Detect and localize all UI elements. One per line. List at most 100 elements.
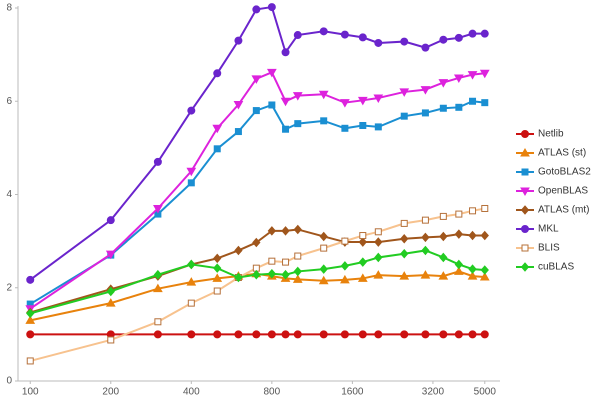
data-point [468,330,477,339]
data-point [281,48,290,57]
legend-label: BLIS [538,243,560,254]
data-point [26,275,35,284]
data-point [282,258,290,266]
legend-marker [521,168,529,176]
legend-marker [520,147,530,157]
data-point [439,252,448,263]
data-point [454,229,464,239]
data-point [438,271,449,280]
data-point [252,269,261,280]
data-point [468,230,477,241]
data-point [454,330,463,339]
data-point [280,97,291,107]
data-point [294,120,302,128]
data-point [153,204,163,214]
x-tick-label: 100 [22,387,39,398]
data-point [481,99,489,107]
data-point [400,234,409,244]
data-point [468,29,477,38]
data-point [421,43,430,52]
data-point [153,157,162,166]
legend-label: OpenBLAS [538,186,588,197]
data-point [233,101,244,110]
data-point [267,226,277,236]
data-point [252,330,261,339]
data-point [357,96,368,106]
data-point [400,330,409,339]
data-point [421,216,429,224]
data-point [213,287,221,295]
series-line [29,249,485,315]
data-point [213,263,222,273]
data-point [438,79,449,88]
x-tick-label: 3200 [422,387,445,398]
data-point [374,237,383,247]
data-point [292,92,303,101]
legend-marker [520,205,530,215]
data-point [213,253,222,264]
legend-label: cuBLAS [538,262,574,273]
data-point [187,106,196,115]
data-point [399,271,410,280]
data-point [268,257,276,265]
data-point [481,204,489,212]
data-point [213,69,222,78]
x-tick-label: 200 [102,387,119,398]
data-point [453,266,464,275]
data-point [292,274,303,283]
data-point [469,97,477,105]
data-point [400,37,409,46]
data-point [187,179,195,187]
data-point [319,27,328,36]
data-point [373,270,384,279]
data-point [480,330,489,339]
data-point [293,330,302,339]
data-point [341,237,349,245]
data-point [267,3,276,12]
data-point [359,232,367,240]
data-point [480,29,489,38]
data-point [234,272,243,283]
legend-marker [520,262,530,272]
data-point [341,124,349,132]
data-point [293,224,302,235]
legend-marker [521,225,529,233]
legend-marker [521,130,529,138]
data-point [358,330,367,339]
data-point [455,210,463,218]
data-point [399,88,410,97]
data-point [186,167,197,177]
data-point [234,330,243,339]
data-point [251,75,262,84]
data-point [454,33,463,42]
data-point [340,261,350,271]
data-point [479,69,490,79]
data-point [468,264,477,274]
data-point [281,330,290,339]
data-point [252,5,261,14]
data-point [454,259,464,270]
data-point [234,128,242,136]
data-point [319,264,328,274]
data-point [374,123,382,131]
data-point [439,330,448,339]
data-point [153,269,163,280]
data-point [153,283,163,293]
data-point [281,226,290,236]
data-point [359,121,367,129]
data-point [358,237,367,247]
data-point [439,231,448,242]
data-point [281,269,290,280]
data-point [294,252,302,260]
data-point [213,330,222,339]
series-line [29,71,485,310]
data-point [26,330,35,339]
data-point [320,244,328,252]
data-point [357,273,368,282]
y-tick-label: 0 [6,376,12,387]
data-point [318,275,329,285]
data-point [213,145,221,153]
data-point [106,216,115,225]
series-line [30,270,485,322]
x-tick-label: 800 [264,387,281,398]
